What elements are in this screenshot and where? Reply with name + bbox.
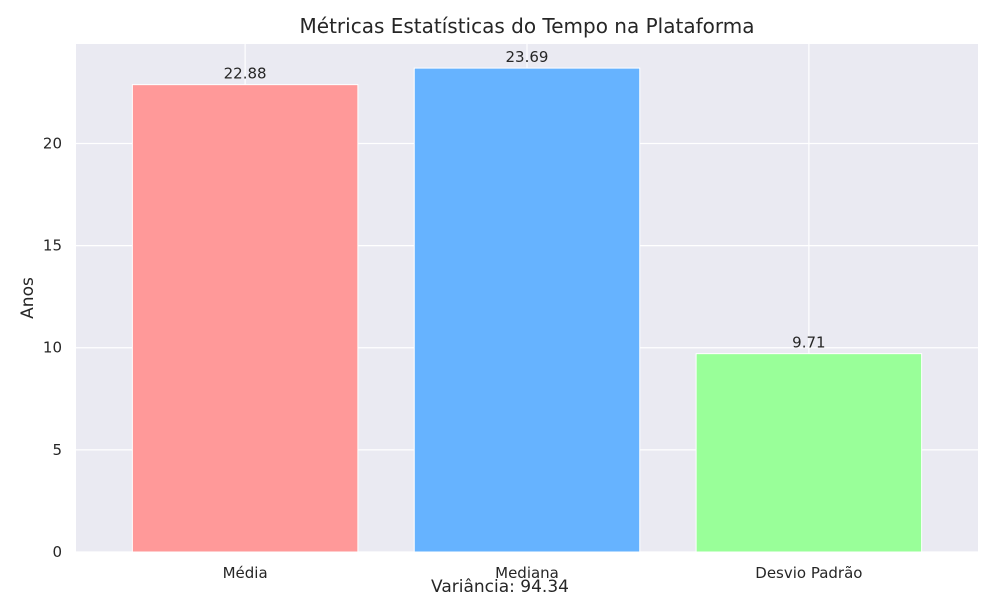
y-tick-label: 5 xyxy=(52,441,62,459)
x-tick-label: Mediana xyxy=(495,564,559,582)
y-tick-label: 10 xyxy=(43,339,62,357)
data-labels: 22.88 23.69 9.71 xyxy=(224,48,826,352)
y-tick-label: 15 xyxy=(43,237,62,255)
y-tick-label: 20 xyxy=(43,134,62,152)
bars xyxy=(131,67,923,553)
y-tick-label: 0 xyxy=(52,543,62,561)
y-axis-label: Anos xyxy=(18,277,38,319)
x-tick-label: Média xyxy=(223,564,268,582)
bar-value-label: 23.69 xyxy=(506,48,549,66)
bar-0 xyxy=(131,84,359,553)
x-tick-label: Desvio Padrão xyxy=(755,564,862,582)
chart-title: Métricas Estatísticas do Tempo na Plataf… xyxy=(299,14,755,38)
tick-labels: 0 5 10 15 20 Média Mediana Desvio Padrão xyxy=(43,134,863,582)
bar-value-label: 9.71 xyxy=(792,334,825,352)
variance-annotation: Variância: 94.34 xyxy=(431,577,569,597)
bar-2 xyxy=(695,353,923,553)
bar-value-label: 22.88 xyxy=(224,65,267,83)
bar-1 xyxy=(413,67,641,553)
